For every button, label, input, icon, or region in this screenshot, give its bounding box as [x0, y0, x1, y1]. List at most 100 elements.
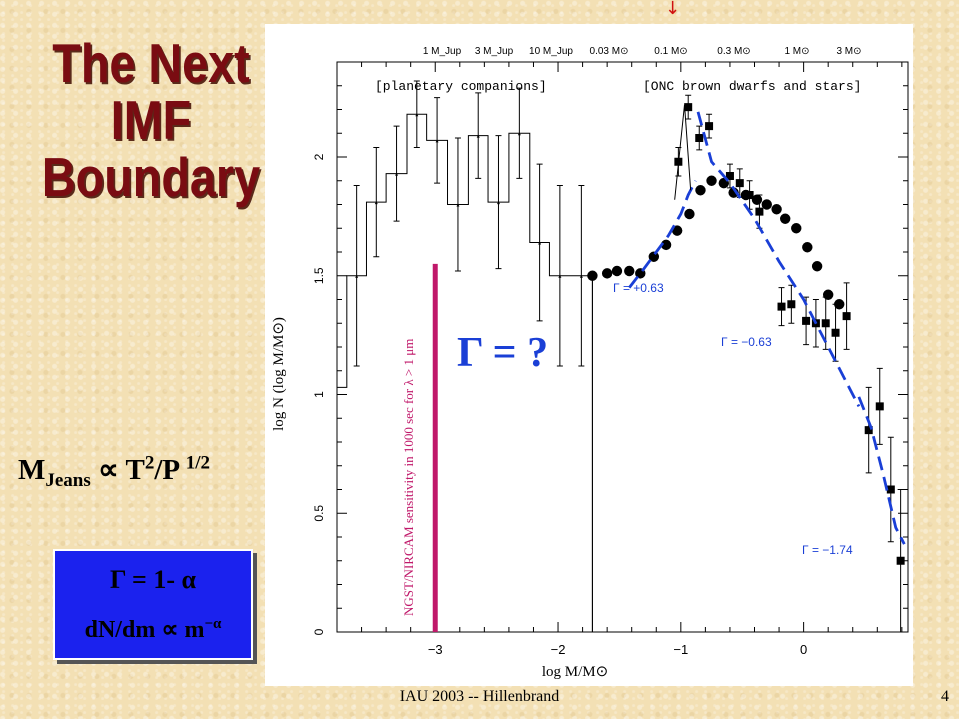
top-mass-label: 0.1 M⊙	[654, 46, 687, 57]
imf-chart: −3 −2 −1 0 0 0.5 1 1.5 2 1 M_Jup 3 M_Jup 10 M_Jup 0.…	[271, 46, 909, 680]
y-tick-label: 1	[312, 391, 326, 398]
jeans-t-exp: 2	[144, 452, 155, 474]
onc-square-point	[802, 316, 811, 325]
page-number: 4	[941, 688, 949, 705]
histogram-marker	[456, 203, 460, 207]
chart-annotations: [planetary companions] [ONC brown dwarfs…	[271, 79, 861, 680]
onc-square-point	[864, 426, 873, 435]
jeans-m: M	[18, 454, 46, 486]
histogram-marker	[355, 274, 359, 278]
onc-circle-point	[706, 175, 717, 186]
power-law-fit-line	[857, 396, 906, 545]
y-tick-label: 0.5	[312, 505, 326, 522]
title-line-2: IMF	[110, 89, 192, 151]
onc-circle-point	[834, 299, 845, 310]
jeans-t: T	[125, 454, 145, 486]
dn-dm-relation: dN/dm ∝ m−α	[55, 615, 251, 644]
histogram-marker	[538, 241, 542, 245]
onc-square-point	[735, 179, 744, 188]
y-axis-label: log N (log M/M⊙)	[271, 317, 287, 431]
onc-circle-point	[695, 185, 706, 196]
onc-square-point	[831, 328, 840, 337]
onc-square-point	[725, 172, 734, 180]
onc-square-point	[705, 122, 714, 131]
onc-circle-point	[587, 270, 598, 281]
jeans-sub: Jeans	[45, 469, 91, 491]
sensitivity-label: NGST/NIRCAM sensitivity in 1000 sec for …	[401, 339, 416, 616]
onc-circle-point	[601, 268, 613, 279]
y-tick-label: 0	[312, 628, 326, 635]
x-tick-label: −2	[551, 642, 566, 657]
onc-circle-point	[802, 242, 813, 253]
jeans-p-exp: 1/2	[185, 452, 211, 474]
histogram-marker	[558, 274, 562, 278]
histogram-marker	[435, 139, 439, 143]
histogram-marker	[579, 274, 583, 278]
dn-dm-exponent: −α	[204, 616, 222, 632]
onc-square-point	[896, 556, 905, 565]
y-tick-label: 2	[312, 153, 326, 160]
power-law-fit-line	[696, 111, 861, 408]
onc-square-point	[745, 191, 754, 199]
dn-dm-text: dN/dm ∝ m	[84, 617, 205, 643]
title-line-1: The Next	[52, 32, 250, 94]
onc-label: [ONC brown dwarfs and stars]	[643, 79, 861, 94]
histogram-marker	[496, 201, 500, 205]
onc-circle-point	[771, 204, 782, 215]
title-line-3: Boundary	[41, 146, 261, 208]
jeans-mass-relation: MJeans ∝ T2/P 1/2	[18, 452, 210, 492]
onc-square-point	[787, 300, 796, 309]
onc-square-point	[842, 312, 851, 321]
onc-circle-point	[624, 265, 635, 277]
jeans-p: /P	[154, 454, 179, 486]
footer-credit: IAU 2003 -- Hillenbrand	[399, 688, 560, 705]
power-law-fit-line	[628, 180, 697, 289]
onc-circle-point	[611, 265, 623, 277]
plot-panel	[265, 24, 913, 686]
onc-circle-point	[671, 225, 683, 236]
histogram-marker	[476, 134, 480, 138]
gamma-alpha-relation: Γ = 1- α	[109, 565, 197, 594]
x-axis-label: log M/M⊙	[542, 664, 608, 680]
x-tick-label: 0	[800, 642, 807, 657]
x-tick-label: −3	[428, 642, 443, 657]
gamma-steep-label: Γ = −1.74	[802, 543, 853, 557]
top-mass-label: 0.03 M⊙	[590, 46, 629, 57]
onc-circle-point	[684, 208, 695, 220]
onc-circle-point	[822, 289, 834, 300]
gamma-positive-label: Γ = +0.63	[613, 281, 664, 295]
planetary-label: [planetary companions]	[375, 79, 547, 94]
gamma-negative-label: Γ = −0.63	[721, 335, 772, 349]
onc-circle-point	[660, 239, 672, 251]
top-mass-label: 3 M_Jup	[475, 46, 514, 57]
onc-square-point	[695, 134, 704, 142]
chart-data-layer	[336, 80, 906, 633]
top-mass-label: 0.3 M⊙	[717, 46, 750, 57]
onc-square-point	[875, 402, 884, 411]
x-tick-label: −1	[673, 642, 688, 657]
histogram-marker	[395, 172, 399, 176]
top-mass-label: 1 M_Jup	[423, 46, 462, 57]
onc-square-point	[755, 207, 764, 216]
onc-square-point	[886, 485, 895, 494]
histogram-marker	[374, 201, 378, 205]
y-tick-label: 1.5	[312, 267, 326, 284]
top-mass-label: 3 M⊙	[836, 46, 861, 57]
top-mass-label: 10 M_Jup	[529, 46, 573, 57]
proportional-symbol: ∝	[98, 454, 119, 486]
onc-circle-point	[761, 199, 772, 210]
arrow-down-icon: ↓	[665, 0, 681, 19]
onc-circle-point	[791, 223, 802, 234]
onc-square-point	[777, 302, 786, 311]
gamma-unknown-label: Γ = ?	[457, 330, 548, 376]
onc-square-point	[821, 319, 830, 328]
sensitivity-bar	[432, 263, 438, 632]
histogram-marker	[517, 132, 521, 136]
top-mass-label: 1 M⊙	[784, 46, 809, 57]
onc-circle-point	[811, 261, 823, 272]
onc-circle-point	[780, 213, 791, 224]
onc-square-point	[684, 103, 693, 112]
chart-frame: −3 −2 −1 0 0 0.5 1 1.5 2 1 M_Jup 3 M_Jup 10 M_Jup 0.…	[312, 46, 909, 657]
peak-marker	[674, 104, 692, 200]
slide-title: The Next IMF Boundary	[23, 36, 280, 207]
